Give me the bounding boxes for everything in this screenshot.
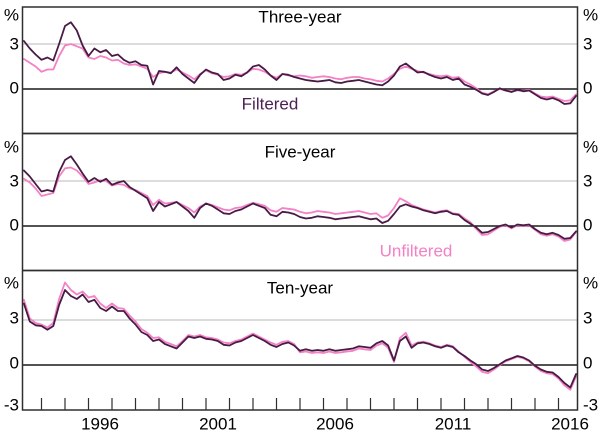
unfiltered-series-label: Unfiltered [379, 241, 453, 261]
x-tick-label-2016: 2016 [551, 414, 589, 434]
chart-frame [21, 6, 579, 411]
unfiltered-line-panel-1 [22, 166, 577, 242]
x-axis-ticks [40, 398, 560, 410]
x-tick-label-2011: 2011 [434, 414, 472, 434]
y-axis-3-left-2: 3 [9, 171, 19, 191]
y-axis-percent-right-1: % [583, 5, 599, 25]
y-axis-percent-left-3: % [3, 273, 19, 293]
y-axis-percent-left-1: % [3, 5, 19, 25]
filtered-line-panel-1 [22, 155, 577, 240]
panel-title-five-year: Five-year [264, 142, 336, 162]
filtered-series-label: Filtered [241, 94, 299, 114]
x-tick-label-1996: 1996 [81, 414, 119, 434]
filtered-line-panel-0 [22, 21, 577, 105]
y-axis-minus3-right: -3 [583, 395, 599, 415]
y-axis-percent-right-2: % [583, 137, 599, 157]
panel-title-ten-year: Ten-year [266, 278, 334, 298]
y-axis-0-left-3: 0 [9, 353, 19, 373]
y-axis-0-right-1: 0 [583, 78, 593, 98]
y-axis-percent-left-2: % [3, 137, 19, 157]
panel-title-three-year: Three-year [258, 7, 342, 27]
y-axis-3-left-1: 3 [9, 34, 19, 54]
y-axis-3-right-1: 3 [583, 34, 593, 54]
y-axis-3-right-3: 3 [583, 308, 593, 328]
y-axis-minus3-left: -3 [3, 395, 19, 415]
unfiltered-line-panel-2 [22, 281, 577, 391]
y-axis-0-left-1: 0 [9, 78, 19, 98]
y-axis-0-left-2: 0 [9, 215, 19, 235]
filtered-line-panel-2 [22, 289, 577, 389]
x-tick-label-2001: 2001 [199, 414, 237, 434]
y-axis-3-right-2: 3 [583, 171, 593, 191]
x-tick-label-2006: 2006 [316, 414, 354, 434]
y-axis-0-right-3: 0 [583, 353, 593, 373]
series-group-panel-1 [22, 155, 577, 242]
series-group-panel-2 [22, 281, 577, 391]
y-axis-0-right-2: 0 [583, 215, 593, 235]
y-axis-percent-right-3: % [583, 273, 599, 293]
series-group-panel-0 [22, 21, 577, 105]
y-axis-3-left-3: 3 [9, 308, 19, 328]
